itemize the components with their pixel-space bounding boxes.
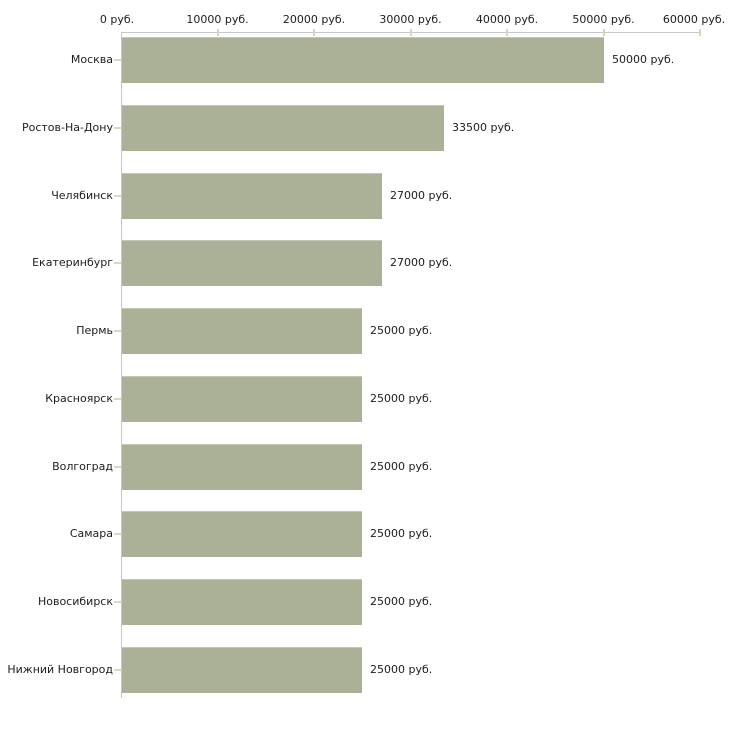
category-label: Самара (69, 527, 113, 540)
value-label: 25000 руб. (370, 527, 433, 540)
x-axis-tick-mark (409, 29, 412, 36)
bar (122, 511, 362, 557)
category-tick-mark (114, 330, 121, 332)
x-axis-tick-mark (506, 29, 508, 36)
category-label: Пермь (76, 324, 113, 337)
category-tick-mark (114, 195, 121, 197)
x-axis-tick-label: 60000 руб. (662, 13, 726, 26)
category-label: Волгоград (52, 460, 113, 473)
value-label: 25000 руб. (370, 595, 433, 608)
bar (122, 647, 362, 693)
x-axis-tick-mark (313, 29, 315, 36)
category-label: Челябинск (51, 189, 113, 202)
bar (122, 579, 362, 625)
bar (122, 376, 362, 422)
bar (122, 308, 362, 354)
value-label: 25000 руб. (370, 460, 433, 473)
x-axis-tick-mark (216, 29, 219, 36)
category-tick-mark (114, 601, 121, 603)
category-label: Екатеринбург (32, 256, 113, 269)
category-label: Москва (70, 53, 113, 66)
x-axis-tick-label: 50000 руб. (572, 13, 635, 26)
x-axis-tick-label: 0 руб. (99, 13, 135, 26)
x-axis-tick-mark (699, 29, 701, 36)
x-axis-tick-label: 30000 руб. (379, 13, 442, 26)
x-axis-tick-label: 10000 руб. (186, 13, 249, 26)
value-label: 27000 руб. (390, 256, 453, 269)
category-tick-mark (114, 669, 121, 671)
value-label: 25000 руб. (370, 392, 433, 405)
y-axis-line (121, 32, 122, 698)
x-axis-tick-mark (602, 29, 605, 36)
category-label: Ростов-На-Дону (21, 121, 113, 134)
value-label: 25000 руб. (370, 663, 433, 676)
value-label: 25000 руб. (370, 324, 433, 337)
value-label: 33500 руб. (452, 121, 515, 134)
bar (122, 105, 444, 151)
x-axis-tick-label: 40000 руб. (475, 13, 539, 26)
category-label: Красноярск (45, 392, 113, 405)
category-label: Новосибирск (37, 595, 113, 608)
value-label: 50000 руб. (612, 53, 675, 66)
category-tick-mark (114, 398, 121, 400)
bar (122, 173, 382, 219)
category-label: Нижний Новгород (7, 663, 113, 676)
category-tick-mark (114, 127, 121, 129)
category-tick-mark (114, 466, 121, 468)
bar (122, 444, 362, 490)
category-tick-mark (114, 262, 121, 264)
x-axis-tick-label: 20000 руб. (282, 13, 346, 26)
category-tick-mark (114, 533, 121, 535)
category-tick-mark (114, 59, 121, 61)
value-label: 27000 руб. (390, 189, 453, 202)
bar (122, 240, 382, 286)
bar (122, 37, 604, 83)
